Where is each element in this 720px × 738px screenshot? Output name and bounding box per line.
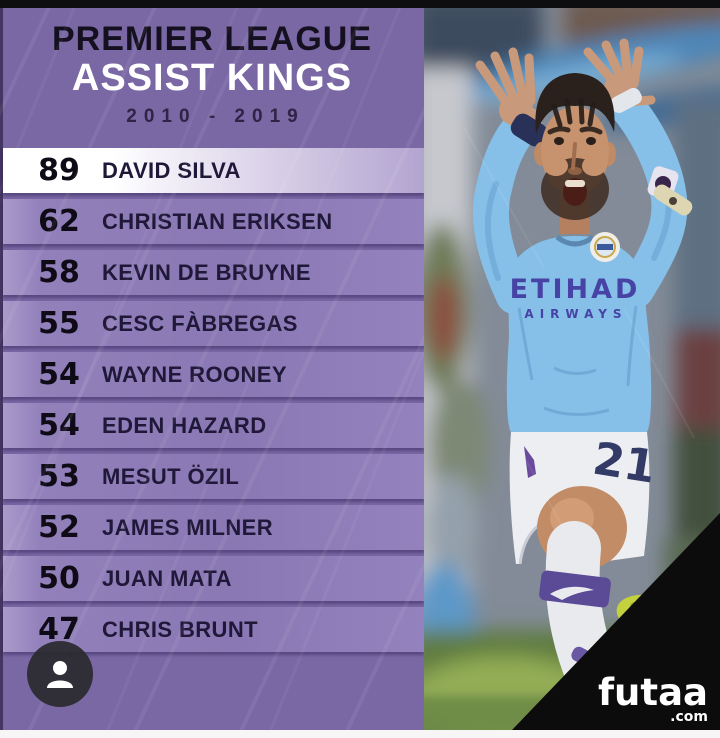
player-photo: ETIHAD AIRWAYS 21 [424,8,720,730]
title-block: PREMIER LEAGUE ASSIST KINGS 2010 - 2019 [0,22,424,128]
player-name: JUAN MATA [102,565,232,591]
person-icon [47,661,73,688]
title-years: 2010 - 2019 [126,106,305,127]
assist-count: 54 [38,357,80,392]
ranking-panel: PREMIER LEAGUE ASSIST KINGS 2010 - 2019 … [0,8,424,730]
title-line2: ASSIST KINGS [71,57,353,99]
assist-count: 58 [38,255,80,290]
player-name: CHRIS BRUNT [102,616,258,642]
player-name: JAMES MILNER [102,514,274,540]
player-ranking-list: 89 DAVID SILVA 62 CHRISTIAN ERIKSEN 58 K… [3,148,424,658]
player-name: EDEN HAZARD [102,412,267,438]
bottom-white-strip [0,730,720,738]
player-row: 54 WAYNE ROONEY [3,352,424,397]
player-name: DAVID SILVA [102,157,241,183]
player-row: 89 DAVID SILVA [3,148,424,193]
player-name: KEVIN DE BRUYNE [102,259,311,285]
user-avatar [27,641,93,707]
player-row: 54 EDEN HAZARD [3,403,424,448]
player-row: 62 CHRISTIAN ERIKSEN [3,199,424,244]
top-black-bar [0,0,720,8]
shirt-sponsor-line1: ETIHAD [510,274,641,305]
assist-count: 53 [38,459,80,494]
assist-count: 62 [38,204,80,239]
shirt-sponsor-line2: AIRWAYS [524,307,627,321]
assist-count: 52 [38,510,80,545]
futaa-logo: futaa .com [512,513,720,730]
assist-count: 54 [38,408,80,443]
panel-left-edge [0,8,3,730]
assist-count: 55 [38,306,80,341]
futaa-logo-text: futaa [598,671,708,714]
player-row: 52 JAMES MILNER [3,505,424,550]
player-name: CHRISTIAN ERIKSEN [102,208,333,234]
player-name: MESUT ÖZIL [102,463,240,489]
player-row: 55 CESC FÀBREGAS [3,301,424,346]
assist-count: 89 [38,153,80,188]
title-line1: PREMIER LEAGUE [51,20,373,58]
player-name: CESC FÀBREGAS [102,310,298,336]
player-row: 53 MESUT ÖZIL [3,454,424,499]
player-row: 50 JUAN MATA [3,556,424,601]
futaa-logo-suffix: .com [670,709,708,725]
assist-count: 50 [38,561,80,596]
player-name: WAYNE ROONEY [102,361,287,387]
shorts-number: 21 [589,432,659,494]
player-row: 58 KEVIN DE BRUYNE [3,250,424,295]
